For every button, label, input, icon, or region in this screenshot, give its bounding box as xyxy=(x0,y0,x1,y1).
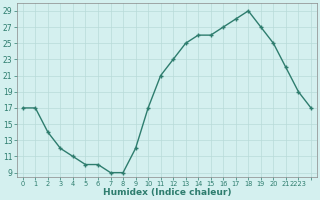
X-axis label: Humidex (Indice chaleur): Humidex (Indice chaleur) xyxy=(103,188,231,197)
